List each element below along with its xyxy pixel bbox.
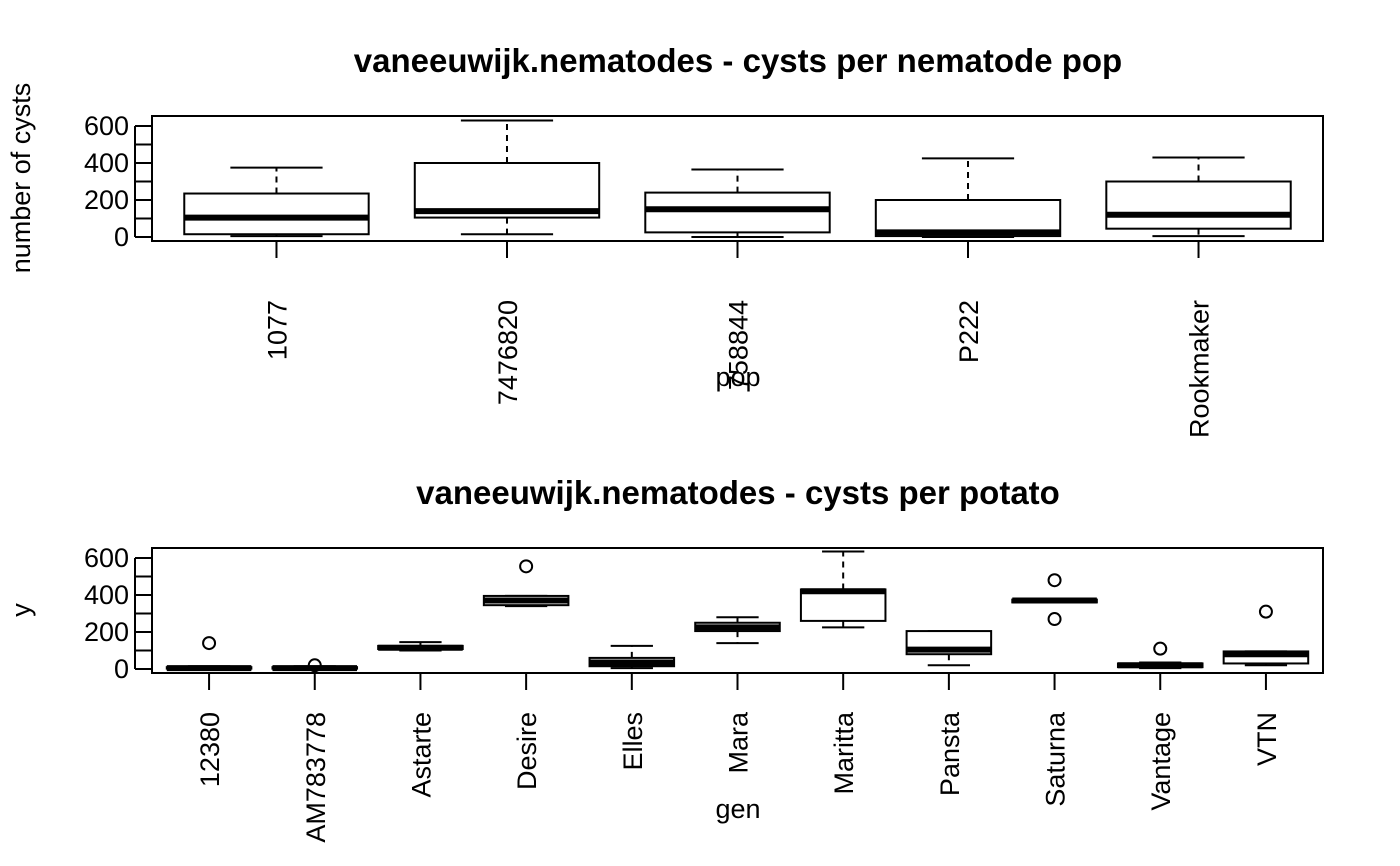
chart-title: vaneeuwijk.nematodes - cysts per nematod… [354,42,1122,79]
x-tick-label: Desire [512,712,542,790]
outlier-point [202,636,217,651]
outlier-point [519,559,534,574]
box-mara [694,616,781,645]
x-axis-label: pop [715,362,760,392]
chart-title: vaneeuwijk.nematodes - cysts per potato [416,474,1060,511]
box-desire [482,559,570,608]
iqr-box [799,588,887,622]
x-tick-label: Saturna [1041,711,1071,807]
x-tick-label: 758844 [724,300,754,390]
x-tick-label: Mara [724,711,754,773]
x-tick-label: 7476820 [493,300,523,405]
outlier-point [1047,612,1062,627]
x-axis-label: gen [715,794,760,824]
y-tick-label: 600 [84,111,129,141]
x-axis: 12380 AM783778 Astarte Desire Elles Mara Marit… [195,673,1282,843]
outlier-point [307,658,322,673]
box-7476820 [413,119,601,236]
iqr-box [644,191,831,234]
box-p222 [874,157,1062,238]
box-12380 [165,636,253,672]
x-tick-label: Pansta [935,711,965,796]
box-rookmaker [1105,156,1292,238]
x-tick-label: Maritta [829,711,859,795]
x-tick-label: P222 [954,300,984,363]
y-axis-label: number of cysts [6,83,36,274]
iqr-box [1105,180,1292,230]
box-vantage [1116,641,1204,670]
box-pansta [905,630,993,667]
y-tick-label: 600 [84,543,129,573]
plot-frame [151,547,1324,674]
x-tick-label: 12380 [195,712,225,787]
y-axis-label: y [6,603,36,617]
box-astarte [377,641,464,652]
y-axis: 0 200 400 600 [84,111,152,252]
x-tick-label: AM783778 [301,712,331,843]
box-am783778 [271,658,359,673]
box-1077 [183,166,370,238]
iqr-box [183,192,370,236]
x-tick-label: Elles [618,712,648,771]
x-tick-label: 1077 [262,300,292,360]
y-tick-label: 200 [84,617,129,647]
x-tick-label: Astarte [406,712,436,798]
y-tick-label: 400 [84,148,129,178]
outlier-point [1153,641,1168,656]
y-tick-label: 0 [114,222,129,252]
chart-panel-pop: vaneeuwijk.nematodes - cysts per nematod… [6,42,1324,438]
x-tick-label: Vantage [1146,712,1176,811]
outlier-point [1047,573,1062,588]
boxes [165,550,1310,673]
y-axis: 0 200 400 600 [84,543,152,684]
box-758844 [644,168,831,238]
boxes [183,119,1292,238]
box-elles [588,644,676,670]
box-saturna [1011,573,1098,627]
x-axis: 1077 7476820 758844 P222 Rookmaker [262,241,1215,438]
y-tick-label: 200 [84,185,129,215]
chart-panel-gen: vaneeuwijk.nematodes - cysts per potato … [6,474,1324,843]
x-tick-label: VTN [1252,712,1282,766]
box-vtn [1222,604,1310,667]
y-tick-label: 0 [114,654,129,684]
y-tick-label: 400 [84,580,129,610]
box-maritta [799,550,887,629]
x-tick-label: Rookmaker [1185,300,1215,438]
outlier-point [1258,604,1273,619]
